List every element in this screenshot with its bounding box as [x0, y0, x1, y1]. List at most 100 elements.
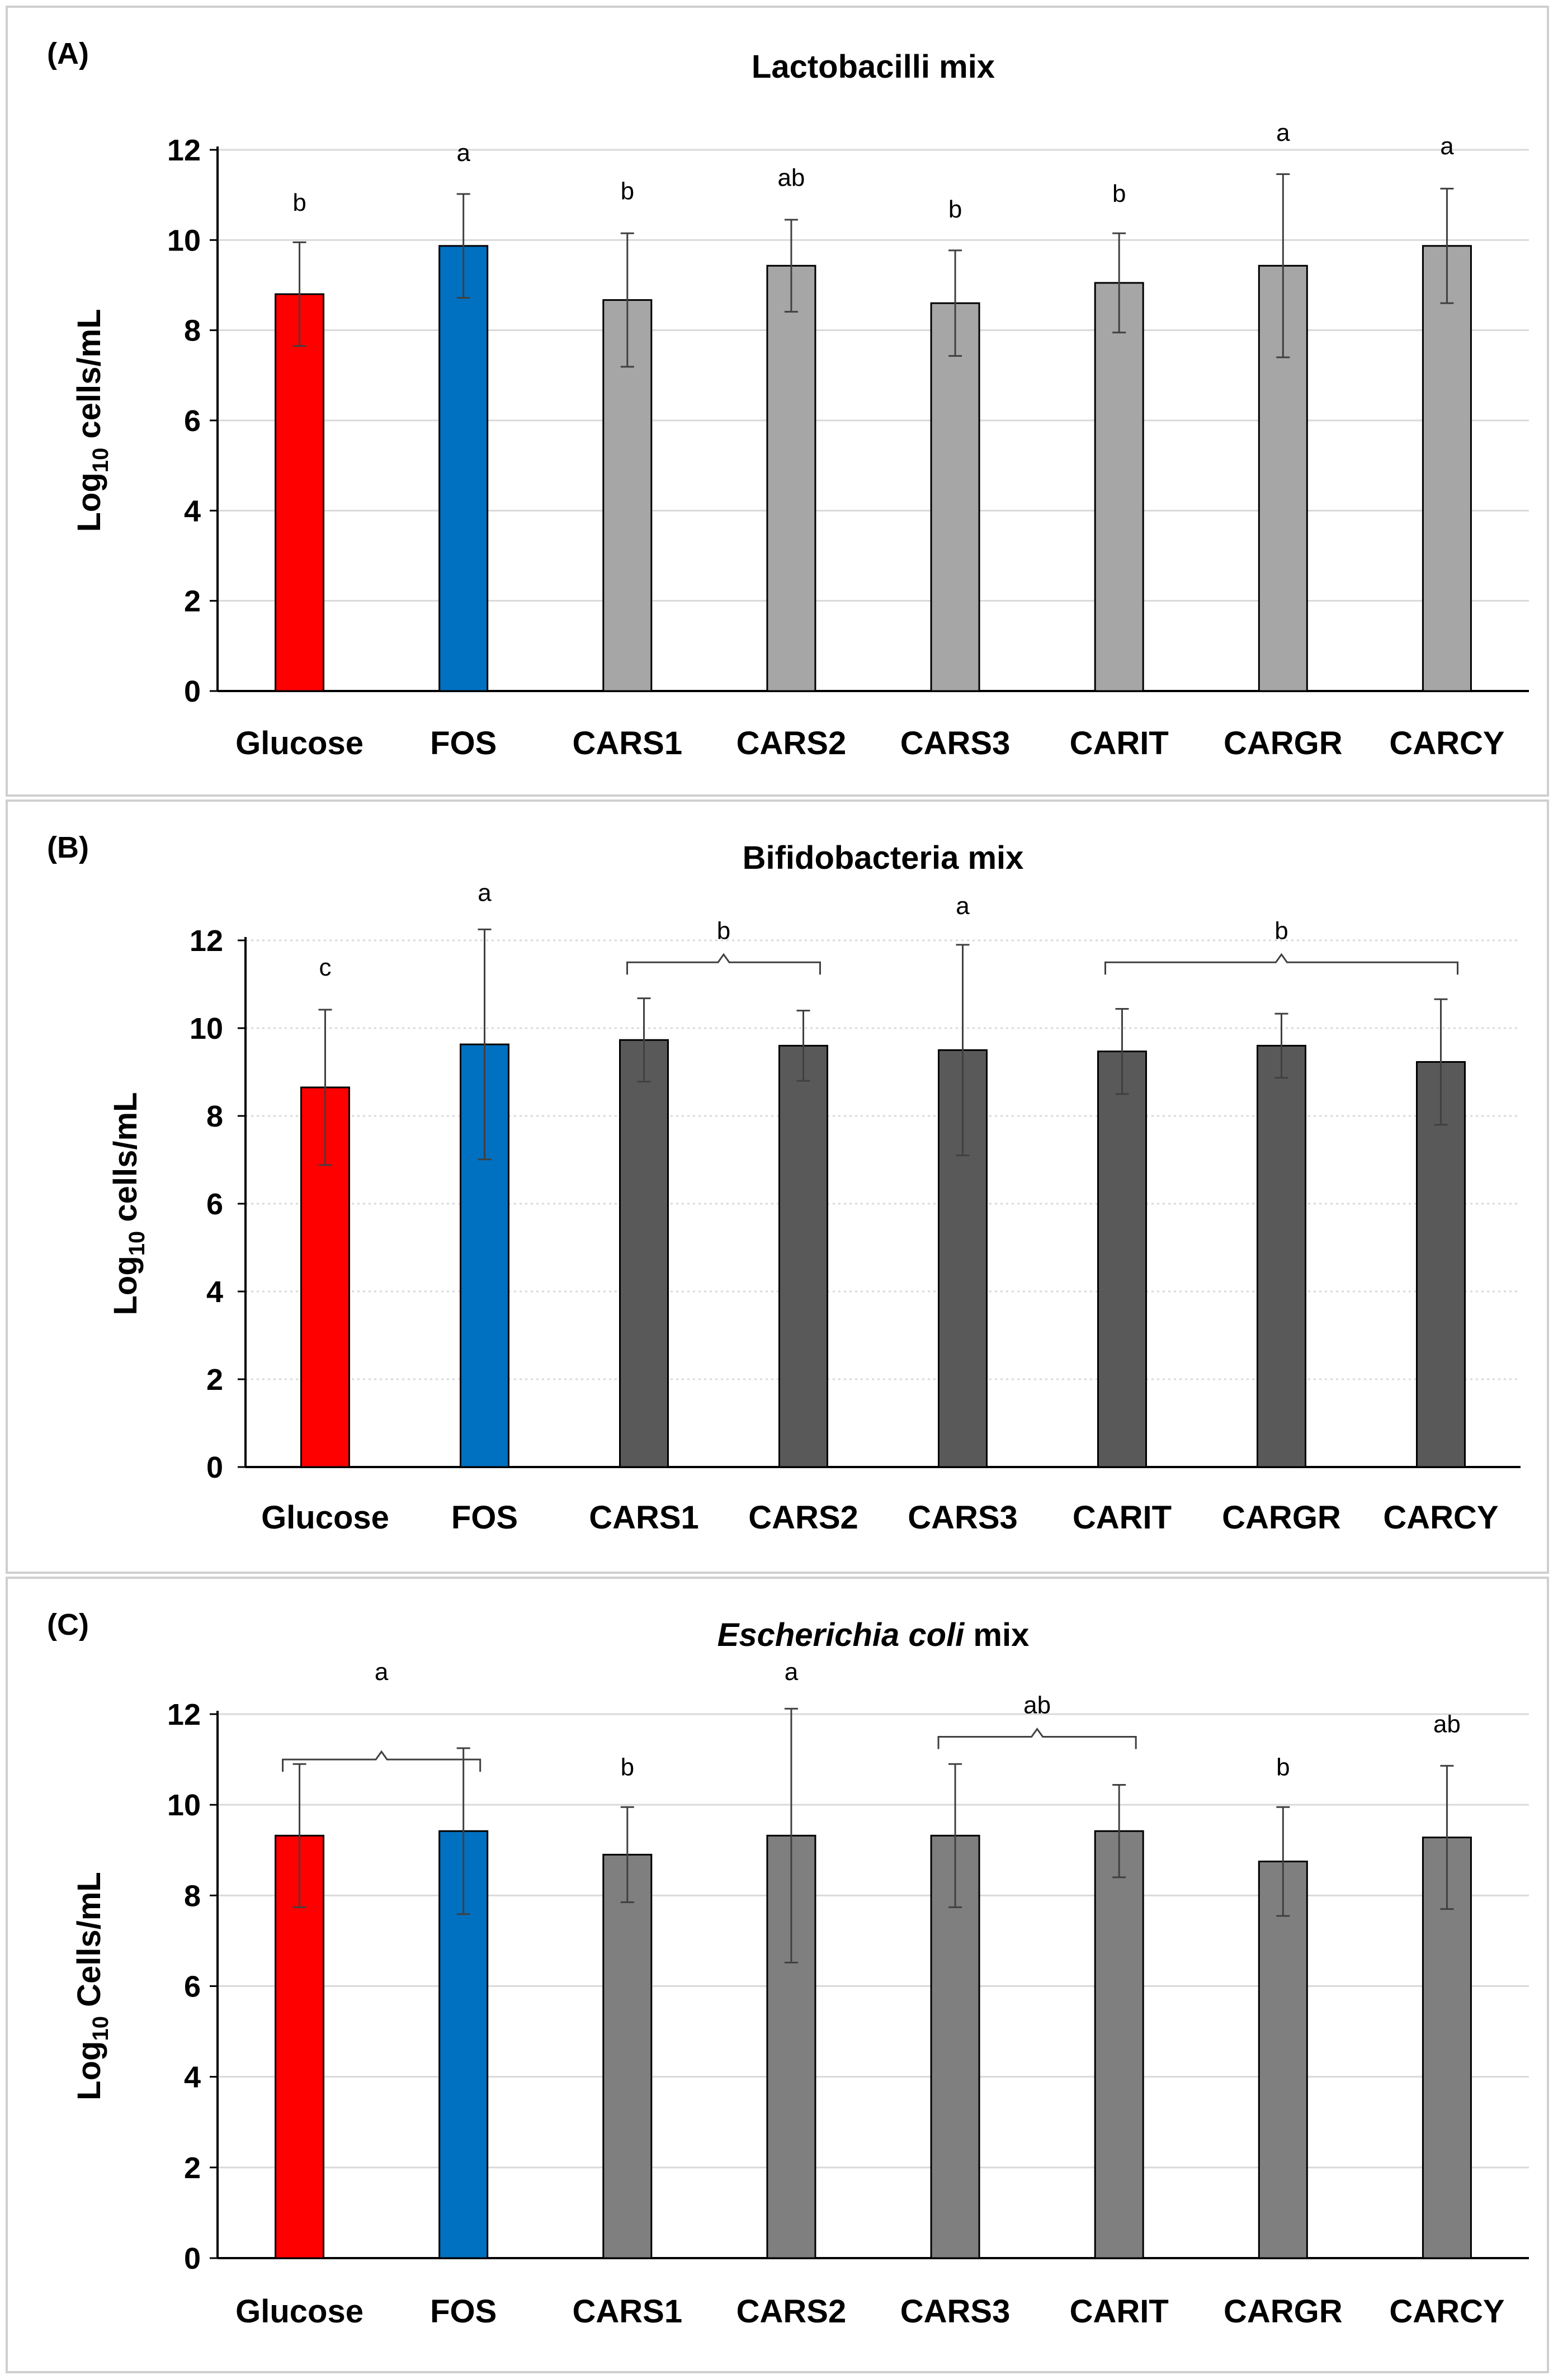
significance-letter: a [1276, 119, 1290, 146]
y-tick-label: 0 [184, 2242, 201, 2275]
chart-title: Lactobacilli mix [752, 49, 995, 85]
bar [930, 302, 980, 692]
y-tick-label: 10 [167, 224, 201, 257]
bar [1258, 1861, 1308, 2259]
chart-bifidobacteria: (B) Bifidobacteria mix 0 2 4 6 8 10 12 Log10 cell… [47, 831, 1521, 1536]
y-axis-label: Log10 cells/mL [71, 309, 113, 532]
y-tick-label: 2 [206, 1363, 223, 1397]
y-tick-label: 4 [206, 1275, 223, 1309]
y-tick-label: 8 [206, 1100, 223, 1133]
x-tick-label: CARIT [1073, 1499, 1172, 1536]
y-tick-label: 2 [184, 2151, 201, 2185]
y-tick-label: 8 [184, 314, 201, 348]
significance-letter: ab [777, 164, 805, 192]
significance-bracket [1104, 953, 1458, 975]
x-tick-label: FOS [430, 2293, 497, 2330]
y-tick-label: 12 [167, 134, 201, 167]
y-axis-label: Log10 Cells/mL [71, 1872, 113, 2100]
significance-bracket [626, 953, 821, 975]
y-tick-label: 6 [184, 404, 201, 438]
significance-letter: b [717, 917, 730, 944]
significance-letter: a [1440, 133, 1454, 160]
significance-letter: ab [1023, 1692, 1051, 1719]
panel-label: (B) [47, 831, 89, 864]
x-tick-label: CARIT [1070, 2293, 1169, 2330]
x-tick-label: FOS [430, 725, 497, 761]
bar [1422, 245, 1472, 692]
panel-a: (A) Lactobacilli mix 0 2 4 6 8 10 12 Log10 cells/… [6, 6, 1549, 797]
x-tick-label: Glucose [261, 1499, 389, 1536]
chart-title-italic: Escherichia coli [717, 1617, 966, 1653]
y-tick-label: 10 [167, 1788, 201, 1822]
significance-bracket [282, 1750, 481, 1772]
significance-bracket [937, 1727, 1137, 1749]
y-tick-label: 12 [167, 1698, 201, 1731]
significance-letter: b [621, 178, 634, 205]
x-tick-label: CARIT [1070, 725, 1169, 761]
significance-letter: a [478, 879, 492, 906]
x-tick-label: CARS1 [589, 1499, 699, 1536]
significance-letter: b [1112, 180, 1126, 207]
x-tick-label: CARS1 [573, 2293, 683, 2330]
chart-title: Escherichia coli mix [717, 1617, 1030, 1653]
bar [438, 245, 489, 692]
chart-lactobacilli: (A) Lactobacilli mix 0 2 4 6 8 10 12 Log10 cells/… [47, 37, 1529, 761]
x-tick-label: CARGR [1224, 725, 1343, 761]
x-tick-label: CARS3 [908, 1499, 1018, 1536]
y-tick-label: 4 [184, 2061, 201, 2094]
chart-title-rest: mix [964, 1617, 1029, 1653]
significance-letter: a [456, 139, 470, 167]
panel-label: (C) [47, 1608, 89, 1641]
significance-letter: a [956, 892, 970, 920]
significance-letter: a [375, 1658, 389, 1686]
y-tick-label: 4 [184, 494, 201, 528]
x-tick-label: Glucose [235, 725, 363, 761]
x-tick-label: Glucose [235, 2293, 363, 2330]
x-tick-label: FOS [451, 1499, 518, 1536]
significance-letter: b [292, 189, 306, 216]
x-tick-label: CARS2 [736, 725, 847, 761]
bar [602, 1853, 653, 2259]
bar [766, 264, 816, 692]
bar [1257, 1044, 1306, 1468]
panel-c: (C) Escherichia coli mix 0 2 4 6 8 10 12 Log10 Ce… [6, 1577, 1549, 2373]
y-tick-label: 8 [184, 1879, 201, 1913]
bar [619, 1039, 669, 1468]
bar [1097, 1051, 1147, 1468]
panel-label: (A) [47, 37, 89, 70]
significance-letter: b [1276, 1753, 1290, 1781]
y-tick-label: 2 [184, 585, 201, 618]
significance-letter: ab [1433, 1710, 1461, 1738]
bar [602, 299, 653, 692]
chart-ecoli: (C) Escherichia coli mix 0 2 4 6 8 10 12 Log10 Ce… [47, 1608, 1529, 2330]
x-tick-label: CARGR [1222, 1499, 1341, 1536]
x-tick-label: CARS3 [900, 725, 1011, 761]
significance-letter: c [319, 954, 332, 981]
significance-letter: b [948, 196, 962, 223]
bar [275, 293, 325, 692]
x-tick-label: CARCY [1389, 2293, 1504, 2330]
panel-b: (B) Bifidobacteria mix 0 2 4 6 8 10 12 Log10 cell… [6, 799, 1549, 1574]
significance-letter: b [621, 1753, 634, 1781]
bar [1094, 1830, 1144, 2259]
x-tick-label: CARCY [1383, 1499, 1498, 1536]
bar [1258, 264, 1308, 692]
y-tick-label: 12 [190, 924, 223, 958]
x-tick-label: CARCY [1389, 725, 1504, 761]
bar [778, 1044, 828, 1468]
chart-title: Bifidobacteria mix [743, 840, 1024, 876]
bar [1094, 282, 1144, 692]
x-tick-label: CARS3 [900, 2293, 1011, 2330]
x-tick-label: CARGR [1224, 2293, 1343, 2330]
y-axis-label: Log10 cells/mL [107, 1092, 149, 1315]
y-tick-label: 10 [190, 1012, 223, 1045]
x-tick-label: CARS1 [573, 725, 683, 761]
y-tick-label: 6 [184, 1970, 201, 2004]
significance-letter: b [1274, 917, 1288, 944]
x-tick-label: CARS2 [736, 2293, 847, 2330]
y-tick-label: 0 [206, 1451, 223, 1484]
x-tick-label: CARS2 [748, 1499, 858, 1536]
y-tick-label: 6 [206, 1187, 223, 1221]
y-tick-label: 0 [184, 675, 201, 708]
